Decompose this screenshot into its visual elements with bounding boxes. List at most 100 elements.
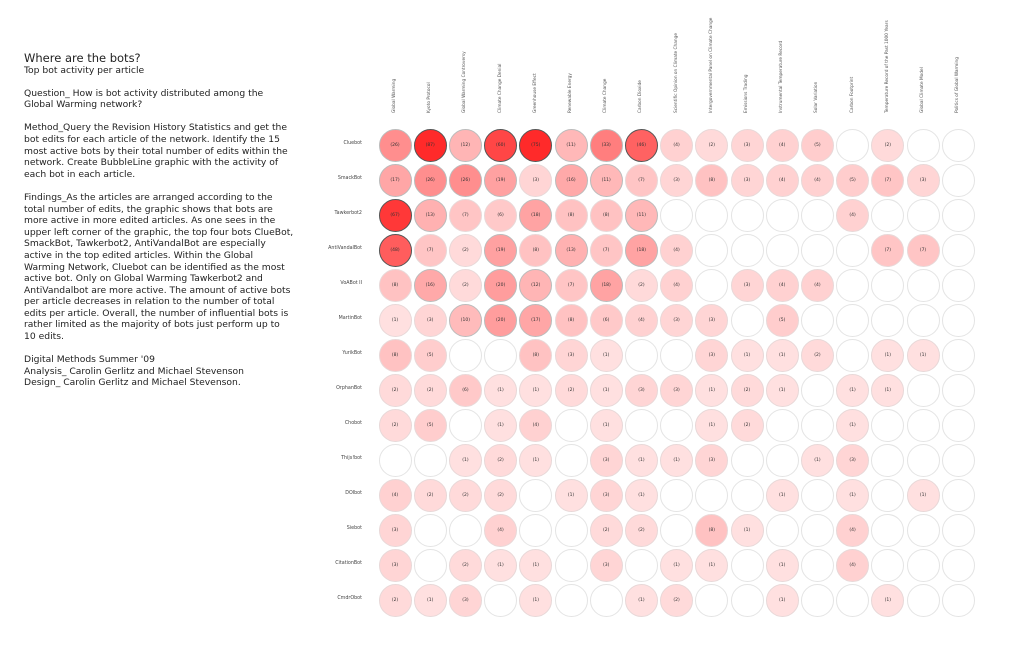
column-label: Global Warming Controversy: [462, 51, 468, 113]
bubble: (10): [448, 303, 482, 337]
bubble: (11): [624, 198, 658, 232]
empty-bubble: [554, 513, 588, 547]
bubble: (4): [765, 163, 799, 197]
empty-bubble: [871, 513, 905, 547]
empty-bubble: [624, 408, 658, 442]
empty-bubble: [448, 338, 482, 372]
bubble: (12): [519, 268, 553, 302]
bubble: (4): [836, 198, 870, 232]
empty-bubble: [695, 268, 729, 302]
bubble: (1): [413, 583, 447, 617]
empty-bubble: [871, 478, 905, 512]
empty-bubble: [800, 548, 834, 582]
page-subtitle: Top bot activity per article: [24, 65, 145, 76]
bubble: (7): [413, 233, 447, 267]
empty-bubble: [765, 198, 799, 232]
bubble: (5): [836, 163, 870, 197]
bubble: (1): [519, 583, 553, 617]
bubble: (13): [554, 233, 588, 267]
bubble: (18): [519, 198, 553, 232]
bubble: (2): [448, 478, 482, 512]
empty-bubble: [695, 478, 729, 512]
bubble: (1): [484, 373, 518, 407]
bubble: (3): [519, 163, 553, 197]
bubble: (7): [871, 163, 905, 197]
bubble: (2): [378, 408, 412, 442]
bubble: (18): [624, 233, 658, 267]
bubble: (1): [836, 478, 870, 512]
row-label: Siebot: [346, 526, 362, 532]
empty-bubble: [413, 548, 447, 582]
bubble: (1): [624, 583, 658, 617]
empty-bubble: [730, 443, 764, 477]
empty-bubble: [941, 338, 975, 372]
bubble: (2): [484, 443, 518, 477]
bubble: (1): [800, 443, 834, 477]
bubble: (1): [624, 443, 658, 477]
bubble: (8): [519, 338, 553, 372]
bubble: (4): [800, 268, 834, 302]
empty-bubble: [800, 513, 834, 547]
empty-bubble: [695, 233, 729, 267]
bubble: (33): [589, 128, 623, 162]
empty-bubble: [484, 338, 518, 372]
empty-bubble: [941, 548, 975, 582]
bubble: (8): [695, 513, 729, 547]
empty-bubble: [836, 303, 870, 337]
column-label: Global Warming: [392, 78, 397, 113]
row-label: AntiVandalBot: [328, 246, 362, 252]
bubble: (5): [800, 128, 834, 162]
empty-bubble: [413, 513, 447, 547]
bubble: (3): [730, 163, 764, 197]
empty-bubble: [836, 128, 870, 162]
bubble: (87): [413, 128, 447, 162]
row-label: Thijs!bot: [341, 456, 362, 462]
bubble: (2): [871, 128, 905, 162]
bubble: (6): [589, 303, 623, 337]
bubble: (26): [413, 163, 447, 197]
bubble: (1): [484, 408, 518, 442]
empty-bubble: [695, 198, 729, 232]
bubble: (8): [695, 163, 729, 197]
bubble: (2): [660, 583, 694, 617]
bubble: (3): [589, 443, 623, 477]
bubble: (3): [589, 548, 623, 582]
empty-bubble: [765, 443, 799, 477]
bubble: (1): [589, 338, 623, 372]
bubble: (4): [484, 513, 518, 547]
column-label: Temperature Record of the Past 1000 Year…: [884, 20, 890, 113]
bubble: (2): [378, 373, 412, 407]
empty-bubble: [941, 373, 975, 407]
column-label: Emissions Trading: [744, 74, 749, 114]
column-label: Scientific Opinion on Climate Change: [673, 33, 679, 113]
empty-bubble: [800, 408, 834, 442]
empty-bubble: [906, 303, 940, 337]
bubble: (2): [554, 373, 588, 407]
method-text: Method_Query the Revision History Statis…: [24, 122, 288, 180]
column-label: Intergovernmental Panel on Climate Chang…: [708, 17, 714, 113]
bubble: (16): [554, 163, 588, 197]
empty-bubble: [941, 443, 975, 477]
bubble: (1): [730, 513, 764, 547]
bubble: (3): [448, 583, 482, 617]
empty-bubble: [941, 268, 975, 302]
bubble: (2): [730, 408, 764, 442]
credit-event: Digital Methods Summer '09: [24, 354, 156, 366]
row-label: MartinBot: [338, 316, 362, 322]
bubble: (1): [589, 373, 623, 407]
row-label: CitationBot: [335, 561, 362, 567]
bubble: (5): [413, 338, 447, 372]
column-label: Renewable Energy: [568, 73, 573, 113]
bubble: (4): [836, 513, 870, 547]
bubble: (1): [871, 338, 905, 372]
bubble: (1): [765, 583, 799, 617]
empty-bubble: [765, 233, 799, 267]
bubble: (1): [695, 548, 729, 582]
row-label: Cluebot: [343, 141, 362, 146]
row-label: CmdrObot: [337, 596, 362, 602]
empty-bubble: [800, 233, 834, 267]
empty-bubble: [660, 513, 694, 547]
bubble: (4): [660, 233, 694, 267]
empty-bubble: [871, 198, 905, 232]
bubble: (20): [484, 268, 518, 302]
